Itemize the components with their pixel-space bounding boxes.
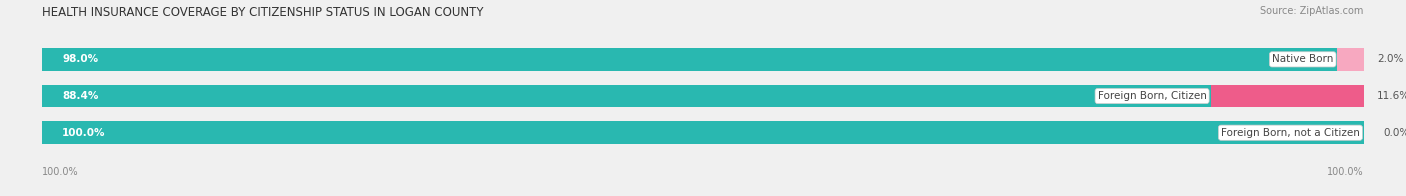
Text: Source: ZipAtlas.com: Source: ZipAtlas.com	[1260, 6, 1364, 16]
Text: Native Born: Native Born	[1272, 54, 1333, 64]
Bar	[42, 48, 1364, 71]
Text: 100.0%: 100.0%	[1327, 167, 1364, 178]
Text: 0.0%: 0.0%	[1384, 128, 1406, 138]
Text: HEALTH INSURANCE COVERAGE BY CITIZENSHIP STATUS IN LOGAN COUNTY: HEALTH INSURANCE COVERAGE BY CITIZENSHIP…	[42, 6, 484, 19]
Text: 88.4%: 88.4%	[62, 91, 98, 101]
Bar	[1337, 48, 1364, 71]
Bar	[1211, 85, 1364, 107]
Text: 2.0%: 2.0%	[1376, 54, 1403, 64]
Legend: With Coverage, Without Coverage: With Coverage, Without Coverage	[596, 195, 810, 196]
Text: 100.0%: 100.0%	[42, 167, 79, 178]
Bar	[42, 85, 1364, 107]
Bar	[42, 48, 1337, 71]
Bar	[42, 121, 1364, 144]
Text: Foreign Born, not a Citizen: Foreign Born, not a Citizen	[1220, 128, 1360, 138]
Bar	[42, 121, 1364, 144]
Bar	[42, 85, 1211, 107]
Text: 100.0%: 100.0%	[62, 128, 105, 138]
Text: 11.6%: 11.6%	[1376, 91, 1406, 101]
Text: 98.0%: 98.0%	[62, 54, 98, 64]
Text: Foreign Born, Citizen: Foreign Born, Citizen	[1098, 91, 1206, 101]
